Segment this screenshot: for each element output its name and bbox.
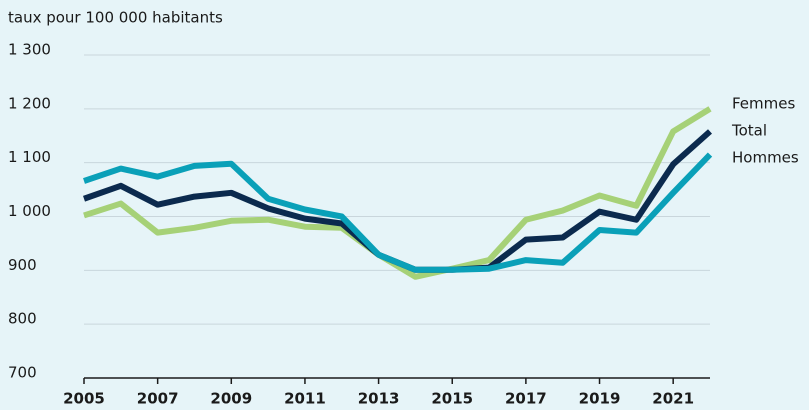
legend-label: Hommes (732, 149, 799, 167)
x-tick-label: 2005 (63, 390, 105, 408)
legend-label: Total (731, 122, 767, 140)
x-tick-label: 2021 (652, 390, 694, 408)
y-tick-label: 1 000 (8, 202, 51, 220)
x-tick-label: 2017 (505, 390, 547, 408)
y-tick-label: 1 300 (8, 41, 51, 59)
y-tick-label: 1 100 (8, 148, 51, 166)
x-tick-label: 2009 (210, 390, 252, 408)
x-tick-label: 2011 (284, 390, 326, 408)
x-tick-label: 2013 (358, 390, 400, 408)
series-line (83, 106, 712, 280)
y-axis-label: taux pour 100 000 habitants (8, 9, 223, 27)
y-tick-label: 900 (8, 256, 37, 274)
x-tick-label: 2019 (579, 390, 621, 408)
series-line (83, 152, 713, 273)
y-tick-label: 1 200 (8, 94, 51, 112)
legend-label: Femmes (732, 95, 795, 113)
x-tick-label: 2015 (431, 390, 473, 408)
y-tick-label: 800 (8, 310, 37, 328)
x-tick-label: 2007 (137, 390, 179, 408)
y-tick-label: 700 (8, 364, 37, 382)
